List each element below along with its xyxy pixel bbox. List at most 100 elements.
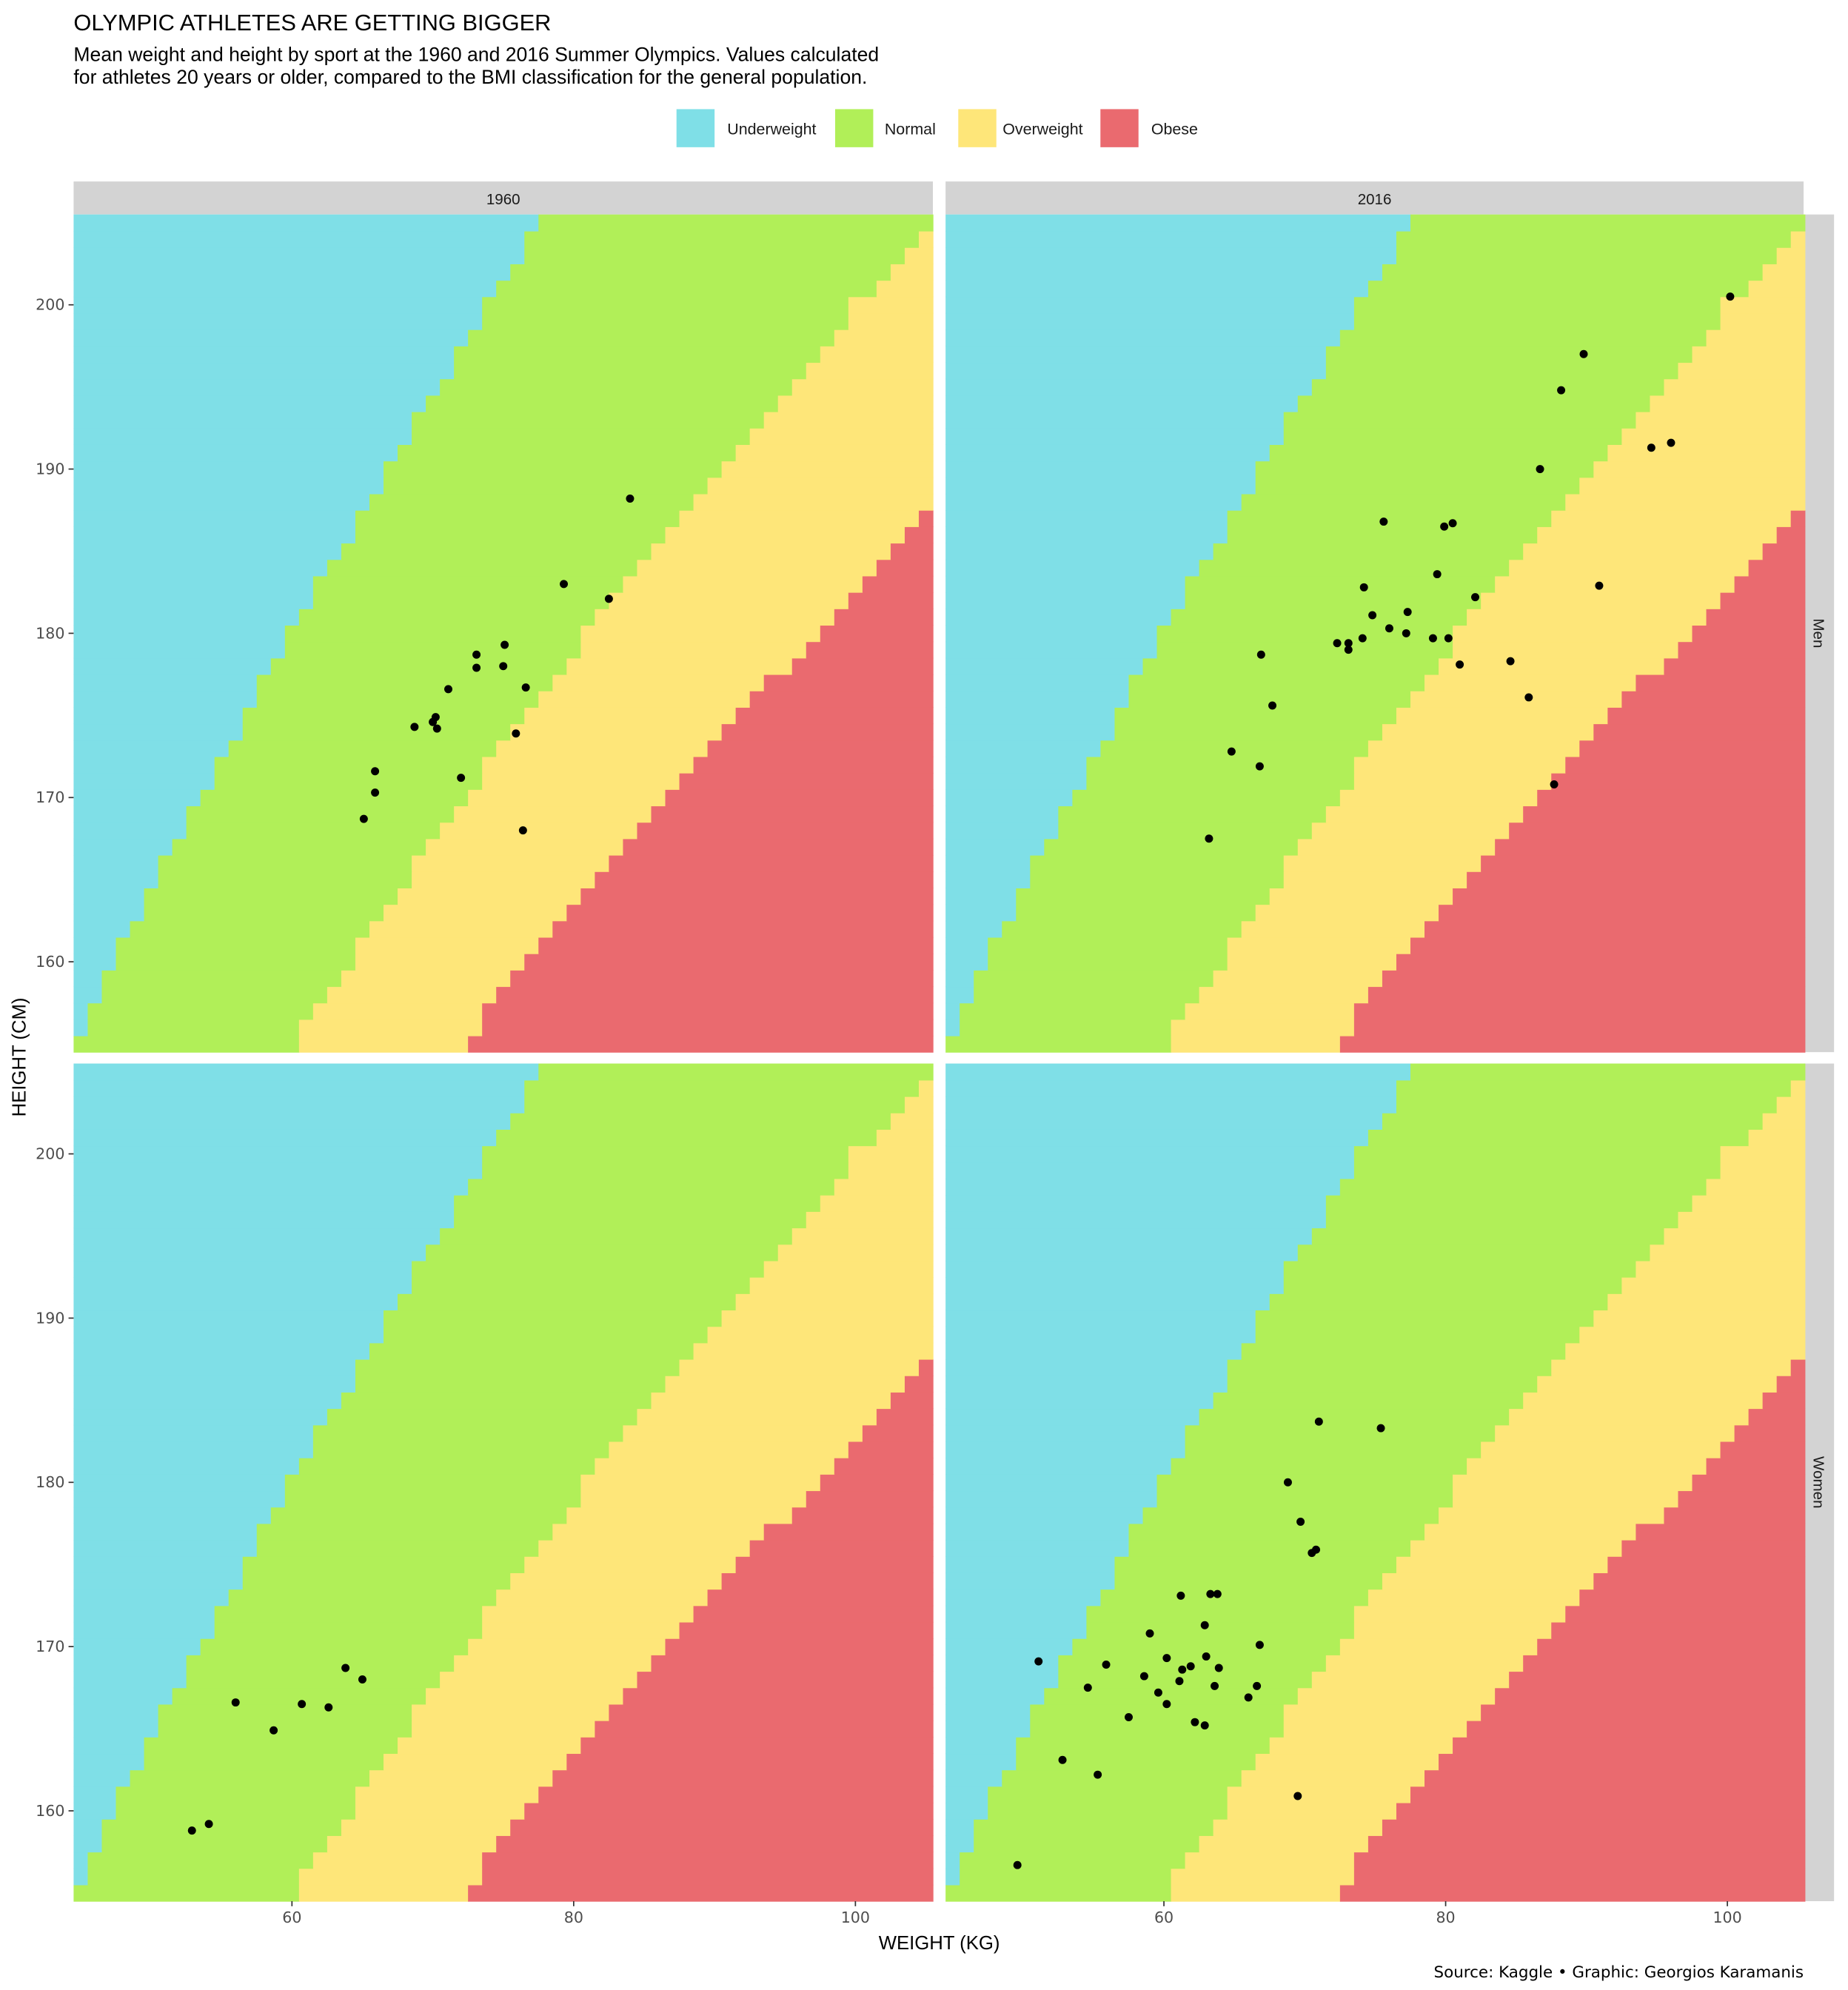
bmi-tile-underweight bbox=[945, 1687, 1045, 1705]
bmi-tile-normal bbox=[214, 773, 483, 790]
bmi-tile-normal bbox=[101, 1835, 328, 1853]
bmi-tile-overweight bbox=[1424, 1523, 1637, 1541]
data-point bbox=[1058, 1755, 1067, 1764]
bmi-tile-normal bbox=[312, 1424, 624, 1442]
bmi-tile-underweight bbox=[73, 1507, 272, 1524]
bmi-tile-underweight bbox=[945, 460, 1256, 478]
legend-swatch-underweight bbox=[676, 109, 715, 147]
bmi-tile-underweight bbox=[73, 1195, 455, 1212]
bmi-tile-overweight bbox=[1678, 1211, 1806, 1229]
y-tick-label: 200 bbox=[36, 296, 64, 314]
bmi-tile-normal bbox=[1086, 1605, 1355, 1623]
bmi-tile-normal bbox=[538, 1063, 934, 1081]
bmi-tile-overweight bbox=[609, 1441, 849, 1458]
bmi-tile-underweight bbox=[945, 1195, 1327, 1212]
bmi-tile-overweight bbox=[426, 1687, 624, 1705]
bmi-tile-normal bbox=[1311, 378, 1665, 396]
bmi-tile-underweight bbox=[73, 312, 483, 330]
bmi-tile-overweight bbox=[1579, 1326, 1806, 1344]
bmi-tile-underweight bbox=[945, 444, 1270, 462]
bmi-tile-overweight bbox=[1396, 1556, 1609, 1573]
bmi-tile-normal bbox=[1030, 1720, 1285, 1738]
bmi-tile-overweight bbox=[1171, 1868, 1355, 1886]
bmi-tile-obese bbox=[1678, 641, 1806, 659]
bmi-tile-overweight bbox=[398, 888, 582, 905]
bmi-tile-normal bbox=[1185, 1424, 1496, 1442]
bmi-tile-normal bbox=[369, 493, 694, 511]
bmi-tile-normal bbox=[87, 1002, 314, 1020]
bmi-tile-underweight bbox=[73, 346, 455, 364]
data-point bbox=[1456, 660, 1464, 669]
bmi-tile-normal bbox=[1114, 707, 1397, 725]
bmi-tile-underweight bbox=[73, 1096, 525, 1113]
bmi-tile-obese bbox=[637, 822, 934, 840]
bmi-tile-overweight bbox=[1720, 1162, 1806, 1179]
bmi-tile-obese bbox=[482, 1852, 934, 1869]
bmi-tile-obese bbox=[595, 871, 934, 888]
bmi-tile-normal bbox=[398, 1293, 737, 1311]
bmi-tile-obese bbox=[679, 1621, 934, 1639]
legend-label-underweight: Underweight bbox=[727, 121, 816, 138]
bmi-tile-normal bbox=[960, 1002, 1186, 1020]
bmi-tile-normal bbox=[1100, 1589, 1369, 1607]
bmi-tile-underweight bbox=[945, 1769, 1002, 1787]
data-point bbox=[1667, 438, 1675, 447]
bmi-tile-normal bbox=[1227, 1376, 1538, 1393]
bmi-tile-normal bbox=[1241, 493, 1566, 511]
bmi-tile-underweight bbox=[945, 1474, 1158, 1492]
bmi-tile-underweight bbox=[73, 1162, 483, 1179]
bmi-tile-normal bbox=[974, 1835, 1200, 1853]
bmi-tile-underweight bbox=[945, 1671, 1059, 1689]
bmi-tile-obese bbox=[1579, 1589, 1806, 1607]
data-point bbox=[1214, 1664, 1223, 1672]
bmi-tile-overweight bbox=[1790, 230, 1806, 248]
bmi-tile-normal bbox=[1269, 444, 1609, 462]
bmi-tile-normal bbox=[228, 1589, 497, 1607]
bmi-tile-overweight bbox=[468, 1638, 666, 1655]
bmi-tile-underweight bbox=[73, 1376, 356, 1393]
bmi-tile-normal bbox=[284, 1474, 582, 1492]
bmi-tile-underweight bbox=[73, 1720, 159, 1738]
bmi-tile-overweight bbox=[468, 789, 666, 807]
bmi-tile-underweight bbox=[73, 411, 412, 429]
bmi-tile-underweight bbox=[73, 1145, 483, 1163]
bmi-tile-normal bbox=[73, 1035, 300, 1053]
bmi-tile-obese bbox=[904, 526, 934, 544]
bmi-tile-underweight bbox=[73, 1737, 145, 1755]
bmi-tile-obese bbox=[651, 1655, 934, 1672]
bmi-tile-overweight bbox=[1523, 543, 1764, 560]
bmi-tile-overweight bbox=[383, 1753, 568, 1771]
bmi-tile-normal bbox=[1325, 1195, 1693, 1212]
bmi-tile-normal bbox=[383, 477, 709, 495]
bmi-tile-underweight bbox=[73, 444, 398, 462]
bmi-tile-underweight bbox=[945, 1424, 1186, 1442]
data-point bbox=[1200, 1721, 1209, 1730]
bmi-tile-overweight bbox=[904, 247, 934, 264]
bmi-tile-normal bbox=[383, 1310, 723, 1327]
data-point bbox=[512, 729, 520, 738]
bmi-tile-overweight bbox=[1720, 296, 1806, 314]
bmi-tile-normal bbox=[988, 1786, 1228, 1803]
bmi-tile-overweight bbox=[820, 1195, 934, 1212]
bmi-tile-overweight bbox=[890, 264, 934, 281]
bmi-tile-overweight bbox=[1410, 691, 1623, 708]
bmi-tile-normal bbox=[1185, 575, 1496, 593]
bmi-tile-overweight bbox=[1283, 871, 1467, 888]
bmi-tile-underweight bbox=[73, 1244, 426, 1262]
data-point bbox=[521, 683, 530, 692]
bmi-tile-underweight bbox=[945, 477, 1256, 495]
bmi-tile-normal bbox=[1100, 740, 1369, 757]
bmi-tile-underweight bbox=[73, 1621, 215, 1639]
bmi-tile-normal bbox=[1213, 1392, 1524, 1410]
bmi-tile-underweight bbox=[73, 378, 441, 396]
data-point bbox=[1145, 1629, 1154, 1638]
bmi-tile-obese bbox=[876, 1408, 934, 1426]
bmi-tile-obese bbox=[1509, 822, 1806, 840]
x-axis-title: WEIGHT (KG) bbox=[879, 1933, 1000, 1954]
data-point bbox=[1293, 1792, 1302, 1800]
bmi-tile-overweight bbox=[763, 411, 934, 429]
bmi-tile-normal bbox=[383, 460, 723, 478]
bmi-tile-normal bbox=[1367, 1129, 1750, 1147]
bmi-tile-underweight bbox=[73, 1671, 187, 1689]
bmi-tile-obese bbox=[1720, 1441, 1806, 1458]
